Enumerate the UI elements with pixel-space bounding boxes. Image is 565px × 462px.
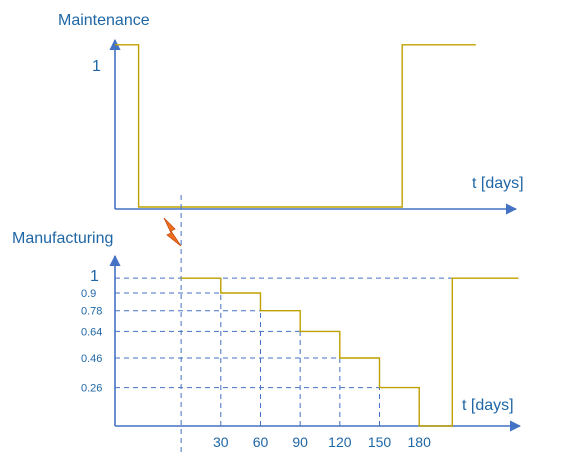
manufacturing-x-tick-label: 180 (408, 434, 432, 450)
maintenance-chart: Maintenance 1 t [days] (58, 12, 524, 215)
maintenance-y-tick-label: 1 (92, 58, 101, 75)
manufacturing-chart: Manufacturing t [days] 1 0.9 0.78 0.64 0.46 0… (12, 195, 522, 452)
manufacturing-title: Manufacturing (12, 230, 113, 247)
manufacturing-x-tick-label: 60 (253, 434, 269, 450)
manufacturing-x-tick-label: 120 (328, 434, 352, 450)
manufacturing-x-axis-label: t [days] (462, 397, 514, 414)
manufacturing-y-tick-label: 0.9 (81, 288, 96, 300)
maintenance-x-axis-label: t [days] (472, 175, 524, 192)
manufacturing-y-tick-label: 0.26 (81, 383, 102, 395)
manufacturing-y-tick-label: 0.46 (81, 353, 102, 365)
manufacturing-y-tick-label: 1 (90, 268, 99, 285)
manufacturing-x-tick-label: 150 (368, 434, 392, 450)
maintenance-step-line (115, 44, 476, 208)
manufacturing-x-tick-label: 90 (292, 434, 308, 450)
manufacturing-x-tick-label: 30 (213, 434, 229, 450)
failure-lightning-icon (163, 217, 182, 247)
manufacturing-step-line (181, 277, 519, 427)
manufacturing-y-tick-label: 0.64 (81, 326, 102, 338)
manufacturing-y-tick-label: 0.78 (81, 306, 102, 318)
maintenance-title: Maintenance (58, 12, 150, 29)
